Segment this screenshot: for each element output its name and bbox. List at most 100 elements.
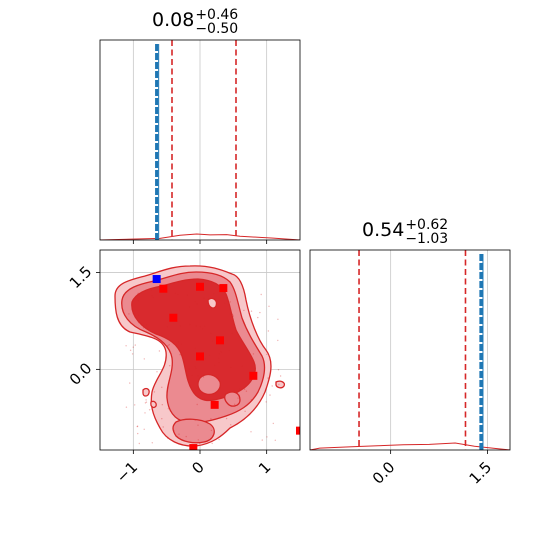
scatter-dot (277, 369, 280, 371)
scatter-dot (233, 389, 235, 391)
scatter-dot (224, 302, 226, 305)
scatter-dot (161, 386, 163, 388)
scatter-dot (267, 377, 269, 379)
scatter-dot (174, 292, 177, 294)
joint-contours (114, 265, 300, 450)
scatter-dot (145, 399, 147, 401)
scatter-dot (218, 353, 220, 355)
scatter-dot (278, 383, 280, 386)
scatter-dot (197, 424, 199, 426)
scatter-dot (150, 289, 152, 291)
scatter-dot (225, 417, 228, 420)
scatter-dot (265, 401, 267, 403)
contour-island-4 (207, 297, 218, 309)
scatter-dot (146, 324, 148, 326)
scatter-dot (137, 432, 139, 435)
scatter-dot (169, 365, 171, 367)
scatter-dot (143, 428, 145, 430)
scatter-dot (266, 436, 268, 438)
scatter-dot (208, 354, 211, 356)
scatter-dot (211, 442, 213, 445)
scatter-dot (259, 311, 261, 314)
scatter-dot (210, 332, 212, 334)
p0-marginal-gridlines (132, 40, 268, 240)
p0-marginal-panel (99, 39, 301, 244)
scatter-dot (250, 431, 252, 433)
contour-lower-lobe (172, 418, 215, 444)
scatter-dot (138, 442, 140, 445)
scatter-points (125, 289, 282, 445)
sample-marker-7 (210, 400, 219, 409)
sample-marker-9 (296, 426, 300, 435)
scatter-dot (203, 398, 206, 400)
scatter-dot (177, 293, 179, 295)
p1-title-value: 0.54 (362, 219, 405, 241)
joint-xtick-label-1: 0 (188, 458, 207, 477)
scatter-dot (125, 406, 128, 408)
scatter-dot (204, 325, 206, 328)
scatter-dot (197, 375, 199, 377)
scatter-dot (179, 325, 181, 327)
scatter-dot (178, 433, 180, 435)
scatter-dot (132, 346, 134, 348)
scatter-dot (230, 424, 232, 426)
scatter-dot (237, 397, 239, 399)
scatter-dot (177, 341, 180, 343)
scatter-dot (277, 318, 279, 320)
p1-marginal-gridlines (390, 250, 488, 450)
scatter-dot (231, 313, 234, 316)
scatter-dot (154, 336, 156, 338)
scatter-dot (144, 412, 146, 414)
p1-xtick-label-0: 0.0 (369, 458, 399, 488)
scatter-dot (169, 410, 172, 412)
scatter-dot (202, 376, 205, 378)
scatter-dot (239, 388, 241, 390)
scatter-dot (268, 305, 270, 307)
scatter-dot (197, 439, 199, 441)
scatter-dot (260, 293, 262, 296)
scatter-dot (279, 375, 282, 377)
p0-panel-title: 0.08 +0.46 −0.50 (152, 8, 238, 36)
scatter-dot (204, 358, 207, 360)
scatter-dot (151, 442, 153, 444)
scatter-dot (129, 382, 131, 384)
scatter-dot (167, 408, 169, 410)
scatter-dot (218, 438, 220, 441)
scatter-dot (243, 309, 245, 312)
scatter-dot (194, 347, 196, 350)
scatter-dot (261, 439, 263, 441)
scatter-dot (199, 442, 201, 445)
scatter-dot (166, 326, 168, 328)
scatter-dot (245, 390, 248, 392)
contour-hole-2 (224, 391, 241, 407)
sample-marker-8 (189, 444, 198, 450)
p1-title-minus: −1.03 (405, 231, 449, 247)
scatter-dot (195, 367, 197, 370)
p1-marginal-frame (309, 249, 511, 451)
scatter-dot (218, 362, 220, 364)
scatter-dot (250, 310, 253, 312)
sample-marker-4 (216, 336, 224, 345)
scatter-dot (195, 325, 197, 327)
scatter-dot (136, 425, 138, 428)
scatter-dot (151, 295, 153, 297)
p1-marginal-panel: 0.0 1.5 (309, 249, 511, 488)
scatter-dot (125, 345, 127, 347)
scatter-dot (252, 353, 255, 355)
joint-xtick-label-0: −1 (113, 458, 141, 486)
p0-histogram-line (100, 233, 300, 240)
scatter-dot (156, 371, 158, 373)
p1-truth-line (479, 254, 484, 450)
scatter-dot (191, 374, 193, 376)
scatter-dot (211, 340, 214, 342)
scatter-dot (153, 391, 156, 393)
scatter-dot (213, 293, 215, 295)
scatter-dot (145, 401, 148, 403)
p0-quantile-lines (171, 40, 237, 240)
scatter-dot (214, 364, 216, 367)
scatter-dot (188, 306, 191, 308)
scatter-dot (203, 297, 205, 299)
scatter-dot (244, 410, 246, 412)
contour-island-2 (275, 380, 286, 389)
contour-hole-1 (197, 373, 221, 396)
